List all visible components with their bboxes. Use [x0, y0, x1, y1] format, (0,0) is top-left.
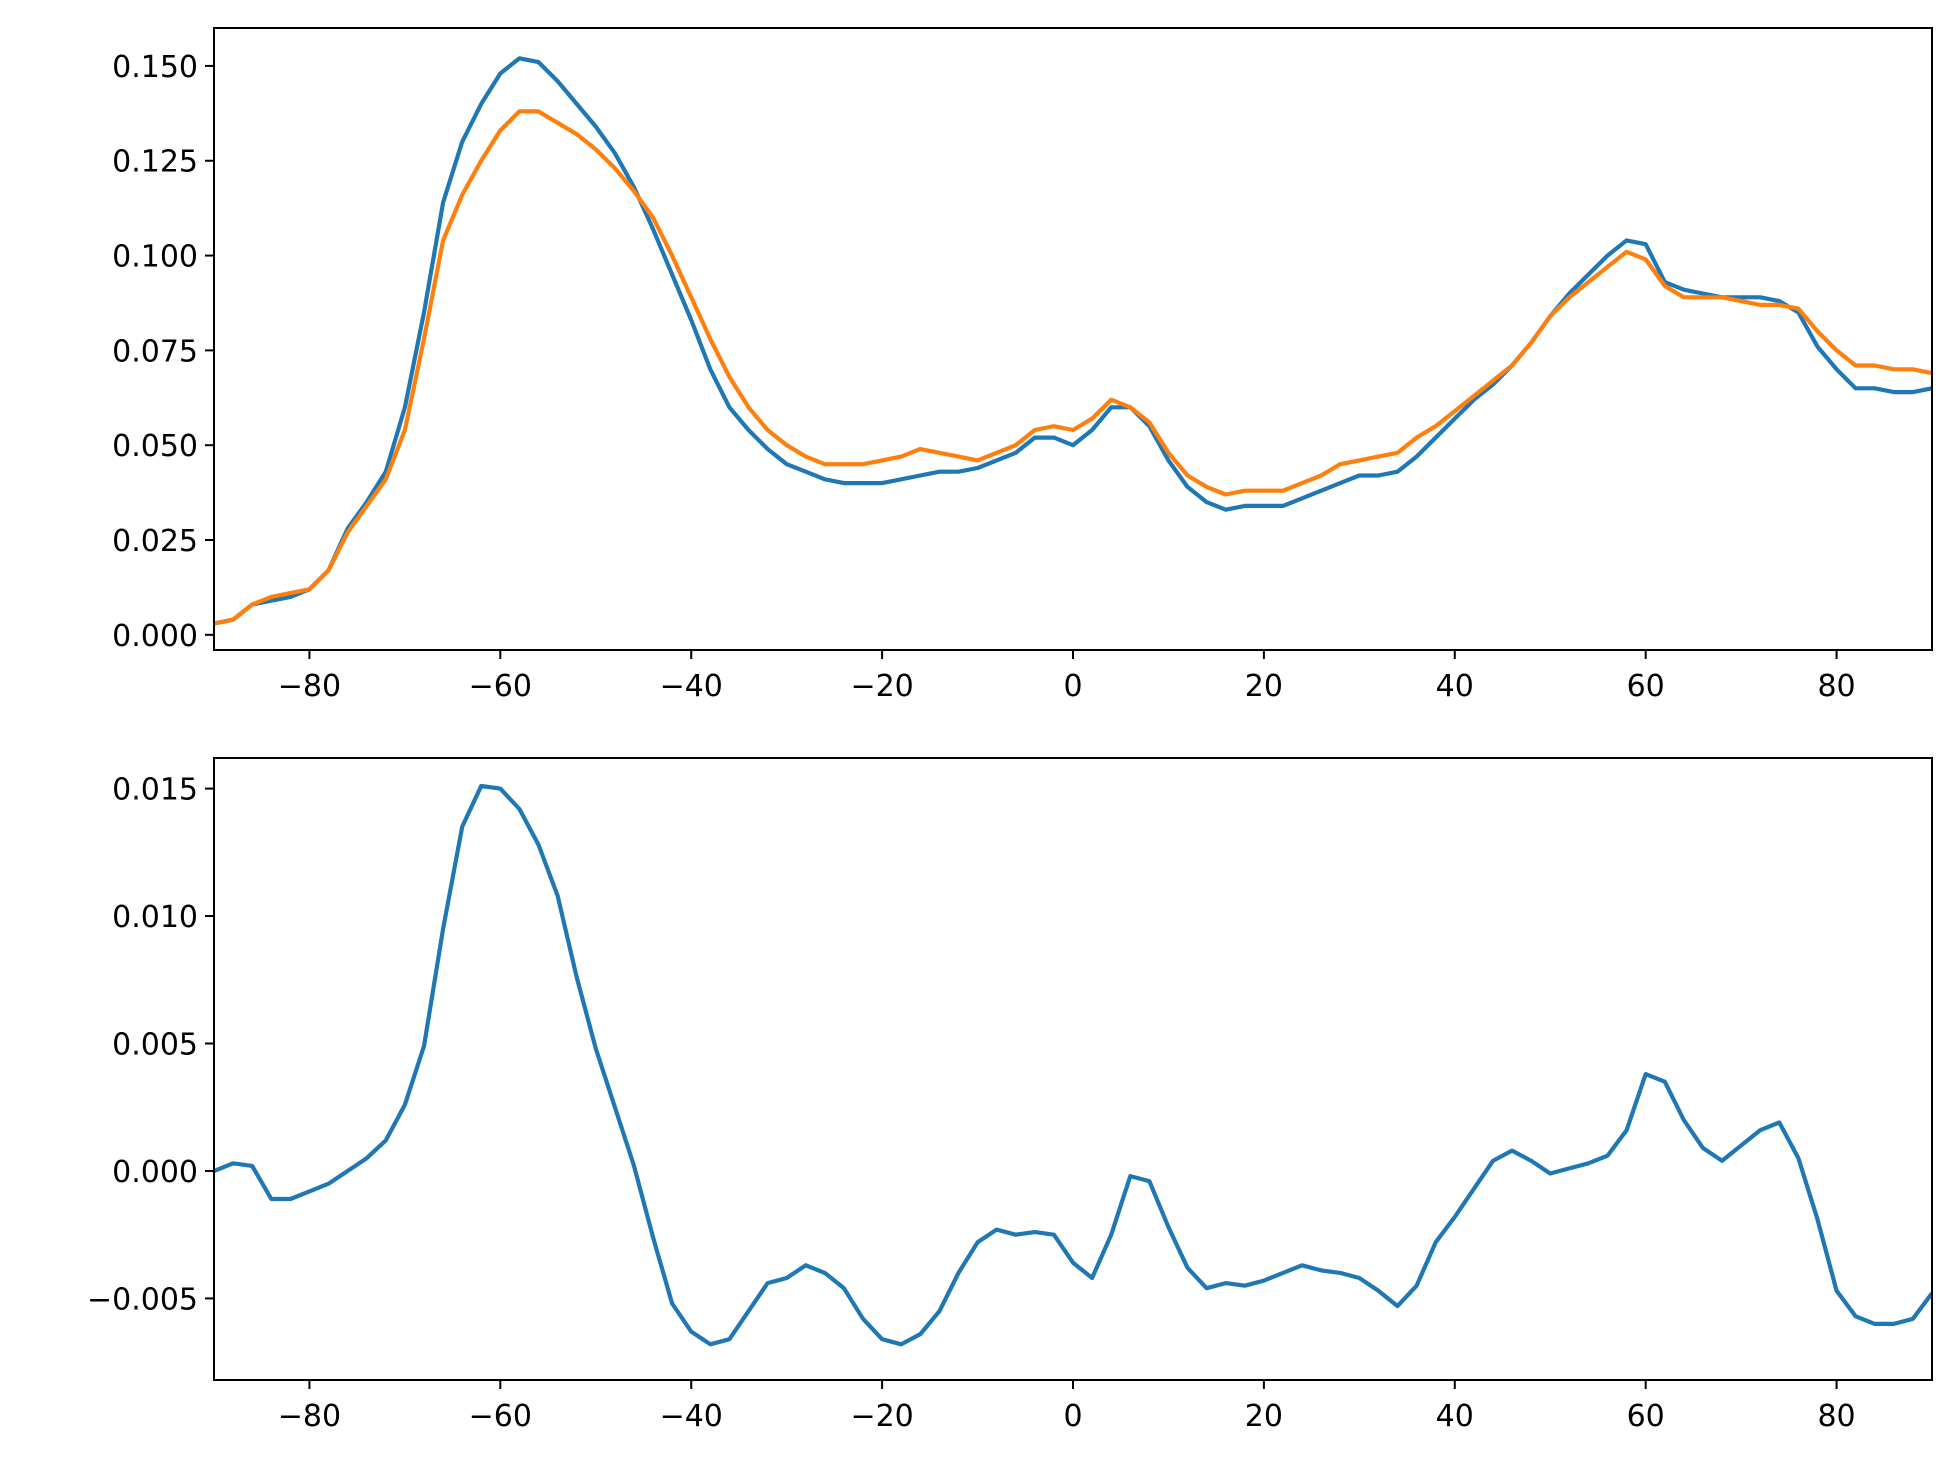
y-tick-label: 0.000	[112, 1155, 198, 1190]
x-tick-label: −80	[278, 1399, 341, 1434]
y-tick-label: 0.005	[112, 1028, 198, 1063]
y-tick-label: 0.050	[112, 429, 198, 464]
bottom-chart: −80 −60 −40 −20 0 20 40 60 80 −0.005 0.000 0.005 0.0…	[87, 757, 1933, 1434]
x-tick-label: 60	[1627, 669, 1665, 704]
x-tick-label: 40	[1436, 1399, 1474, 1434]
y-tick-label: 0.100	[112, 240, 198, 275]
y-tick-label: 0.010	[112, 900, 198, 935]
x-tick-label: −40	[660, 1399, 723, 1434]
x-tick-label: 60	[1627, 1399, 1665, 1434]
x-tick-label: −20	[850, 669, 913, 704]
x-tick-label: 80	[1817, 669, 1855, 704]
x-tick-label: 0	[1063, 1399, 1082, 1434]
x-tick-label: 20	[1245, 1399, 1283, 1434]
x-tick-label: −40	[660, 669, 723, 704]
series-line-1	[214, 783, 1932, 1347]
x-tick-label: −60	[469, 1399, 532, 1434]
y-tick-label: 0.075	[112, 334, 198, 369]
x-tick-label: 80	[1817, 1399, 1855, 1434]
plot-area	[214, 783, 1932, 1347]
y-tick-label: 0.000	[112, 619, 198, 654]
y-tick-label: 0.125	[112, 145, 198, 180]
x-tick-label: 20	[1245, 669, 1283, 704]
y-tick-label: 0.150	[112, 50, 198, 85]
y-tick-label: 0.025	[112, 524, 198, 559]
x-tick-label: 0	[1063, 669, 1082, 704]
x-tick-label: 40	[1436, 669, 1474, 704]
x-tick-label: −80	[278, 669, 341, 704]
x-tick-label: −60	[469, 669, 532, 704]
y-tick-label: −0.005	[87, 1282, 198, 1317]
series-line-2	[214, 109, 1932, 626]
series-line-1	[214, 56, 1932, 626]
top-chart: −80 −60 −40 −20 0 20 40 60 80 0.000 0.025 0.050 0.07…	[112, 27, 1933, 704]
plot-area	[214, 56, 1932, 626]
y-tick-label: 0.015	[112, 773, 198, 808]
x-tick-label: −20	[850, 1399, 913, 1434]
